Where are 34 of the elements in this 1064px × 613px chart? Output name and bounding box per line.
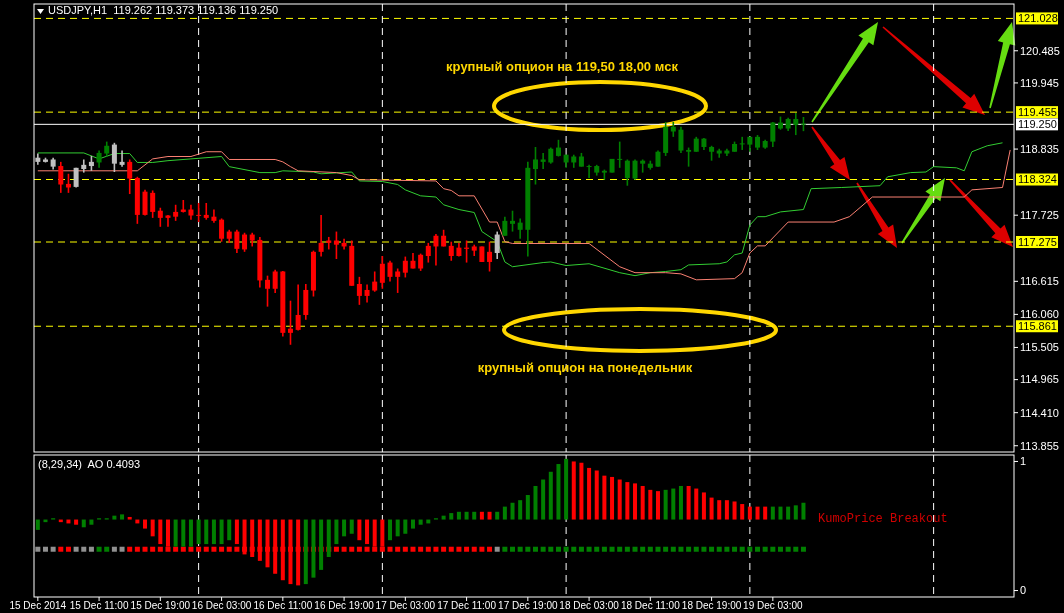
y-tick-label: 116.615 [1020, 275, 1059, 288]
ref-line-label: 119.455 [1018, 105, 1057, 118]
ref-line-label: 119.250 [1018, 118, 1057, 131]
y-tick-label: 116.060 [1020, 308, 1059, 321]
x-tick-label: 18 Dec 11:00 [620, 600, 681, 611]
x-tick-label: 18 Dec 03:00 [559, 600, 620, 611]
y-tick-label: 119.945 [1020, 76, 1059, 89]
y-tick-label: 114.965 [1020, 373, 1059, 386]
y-tick-label: 114.410 [1020, 406, 1059, 419]
x-tick-label: 16 Dec 03:00 [191, 600, 252, 611]
ref-line-label: 115.861 [1018, 320, 1057, 333]
x-tick-label: 15 Dec 19:00 [130, 600, 191, 611]
y-tick-label: 113.855 [1020, 439, 1059, 452]
y-tick-label: 1 [1020, 455, 1027, 468]
x-tick-label: 16 Dec 11:00 [253, 600, 313, 611]
y-tick-label: 118.835 [1020, 142, 1059, 155]
annotation: крупный опцион на понедельник [477, 360, 693, 375]
ref-line-label: 118.324 [1018, 173, 1057, 186]
chart-title: USDJPY,H1 119.262 119.373 119.136 119.250 [48, 4, 279, 16]
x-tick-label: 19 Dec 03:00 [743, 600, 803, 611]
ref-line-label: 117.275 [1018, 235, 1057, 248]
chart-title: (8,29,34) AO 0.4093 [38, 458, 141, 470]
x-tick-label: 15 Dec 2014 [9, 600, 67, 611]
y-tick-label: 117.725 [1020, 209, 1059, 222]
y-tick-label: 0 [1020, 584, 1027, 597]
x-tick-label: 17 Dec 11:00 [437, 600, 497, 611]
y-tick-label: 115.505 [1020, 341, 1059, 354]
x-tick-label: 17 Dec 19:00 [498, 600, 558, 611]
x-tick-label: 15 Dec 11:00 [69, 600, 129, 611]
ref-line-label: 121.028 [1018, 12, 1058, 25]
y-tick-label: 120.485 [1020, 44, 1060, 57]
x-tick-label: 18 Dec 19:00 [681, 600, 742, 611]
x-tick-label: 17 Dec 03:00 [375, 600, 436, 611]
x-tick-label: 16 Dec 19:00 [314, 600, 375, 611]
